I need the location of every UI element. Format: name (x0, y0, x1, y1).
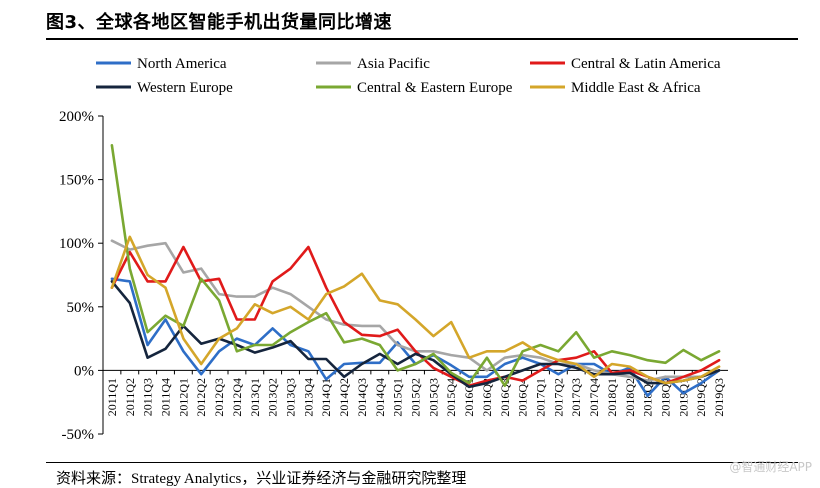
x-tick-label: 2011Q2 (123, 378, 137, 416)
x-tick-label: 2019Q3 (712, 378, 726, 417)
legend-label: Western Europe (137, 80, 233, 96)
x-tick-label: 2018Q1 (605, 378, 619, 417)
legend-label: Middle East & Africa (571, 80, 701, 96)
x-tick-label: 2018Q2 (623, 378, 637, 417)
source-note: 资料来源：Strategy Analytics，兴业证券经济与金融研究院整理 (56, 471, 467, 487)
x-tick-label: 2013Q1 (248, 378, 262, 417)
y-tick-label: 150% (59, 173, 94, 189)
x-tick-label: 2014Q1 (319, 378, 333, 417)
x-tick-label: 2016Q1 (462, 378, 476, 417)
x-tick-label: 2018Q3 (641, 378, 655, 417)
x-tick-label: 2016Q4 (516, 378, 530, 417)
y-tick-label: 0% (74, 363, 94, 379)
legend-label: North America (137, 56, 227, 72)
x-tick-label: 2015Q1 (391, 378, 405, 417)
x-tick-label: 2012Q3 (212, 378, 226, 417)
x-tick-label: 2017Q4 (587, 378, 601, 417)
x-tick-label: 2014Q2 (337, 378, 351, 417)
x-tick-label: 2013Q3 (284, 378, 298, 417)
x-tick-label: 2016Q2 (480, 378, 494, 417)
page-title: 图3、全球各地区智能手机出货量同比增速 (46, 12, 393, 33)
legend-label: Central & Latin America (571, 56, 721, 72)
x-tick-label: 2017Q1 (534, 378, 548, 417)
x-tick-label: 2015Q4 (444, 378, 458, 417)
series-line-central-eastern-europe (110, 144, 721, 388)
y-tick-label: -50% (62, 427, 95, 443)
x-tick-label: 2018Q4 (659, 378, 673, 417)
series-line-western-europe (110, 280, 721, 389)
x-tick-label: 2019Q1 (676, 378, 690, 417)
x-tick-label: 2011Q4 (159, 378, 173, 416)
x-tick-label: 2017Q3 (569, 378, 583, 417)
y-tick-label: 50% (67, 300, 95, 316)
x-tick-label: 2015Q3 (426, 378, 440, 417)
x-tick-label: 2019Q2 (694, 378, 708, 417)
x-tick-label: 2011Q3 (141, 378, 155, 416)
legend-label: Asia Pacific (357, 56, 430, 72)
legend-label: Central & Eastern Europe (357, 80, 513, 96)
x-tick-label: 2011Q1 (105, 378, 119, 416)
y-tick-label: 100% (59, 236, 94, 252)
x-tick-label: 2014Q4 (373, 378, 387, 417)
footer-divider (46, 462, 798, 463)
series-line-central-latin-america (110, 245, 721, 388)
title-underline (46, 38, 798, 40)
x-tick-label: 2012Q2 (194, 378, 208, 417)
x-tick-label: 2013Q2 (266, 378, 280, 417)
watermark: @智通财经APP (729, 460, 812, 474)
x-tick-label: 2013Q4 (301, 378, 315, 417)
x-tick-label: 2012Q1 (176, 378, 190, 417)
x-tick-label: 2012Q4 (230, 378, 244, 417)
x-tick-label: 2015Q2 (409, 378, 423, 417)
x-tick-label: 2016Q3 (498, 378, 512, 417)
y-tick-label: 200% (59, 109, 94, 125)
x-tick-label: 2014Q3 (355, 378, 369, 417)
x-tick-label: 2017Q2 (551, 378, 565, 417)
series-line-middle-east-africa (110, 235, 721, 385)
